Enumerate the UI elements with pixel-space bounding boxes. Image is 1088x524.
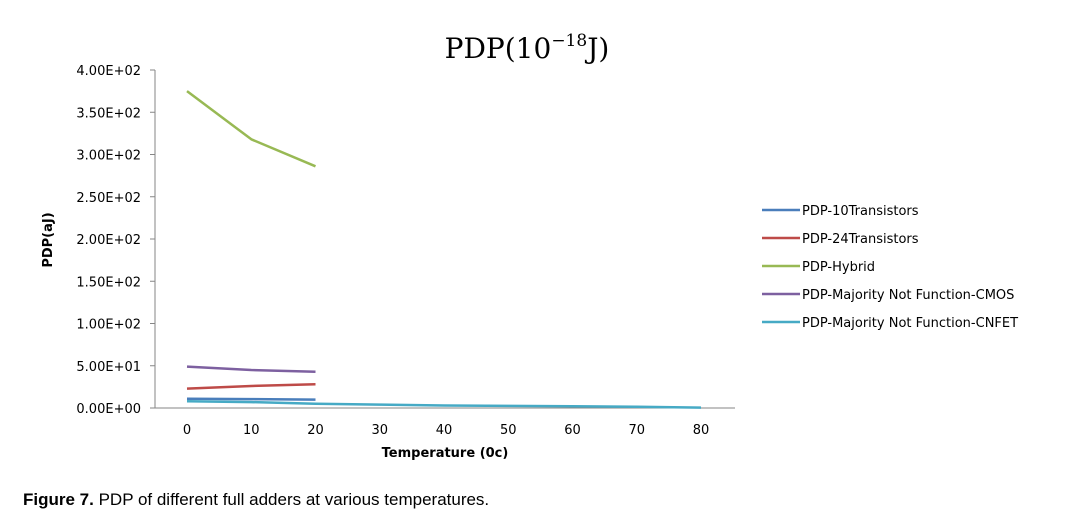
x-tick-labels: 0 10 20 30 40 50 60 70 80 [183,423,709,438]
series-line-4 [186,365,316,373]
x-tick-label: 80 [693,423,710,438]
x-tick-label: 70 [628,423,645,438]
y-tick-label: 3.50E+02 [76,106,141,121]
series-line-5 [186,399,702,409]
y-tick-label: 4.00E+02 [76,64,141,79]
legend-label: PDP-Majority Not Function-CMOS [802,288,1014,303]
x-tick-label: 50 [500,423,517,438]
y-axis-title: PDP(aJ) [41,212,56,267]
x-tick-label: 10 [243,423,260,438]
chart-title: PDP(10−18J) [445,31,610,65]
y-tick-label: 1.00E+02 [76,318,141,333]
y-tick-label: 5.00E+01 [76,360,141,375]
x-tick-label: 30 [371,423,388,438]
x-tick-label: 40 [436,423,453,438]
legend-label: PDP-Majority Not Function-CNFET [802,316,1018,331]
series-line-3 [186,90,316,168]
caption-text: PDP of different full adders at various … [93,490,490,509]
series-line-2 [186,383,316,390]
x-tick-label: 20 [307,423,324,438]
legend-label: PDP-24Transistors [802,232,919,247]
y-tick-label: 2.00E+02 [76,233,141,248]
series-line-1 [186,397,316,401]
y-tick-label: 3.00E+02 [76,149,141,164]
y-tick-label: 0.00E+00 [76,402,141,417]
caption-label: Figure 7. [23,490,94,509]
legend: PDP-10Transistors PDP-24Transistors PDP-Hy… [762,204,1018,331]
y-tick-label: 1.50E+02 [76,275,141,290]
x-tick-label: 0 [183,423,191,438]
legend-label: PDP-10Transistors [802,204,919,219]
y-tick-labels: 0.00E+00 5.00E+01 1.00E+02 1.50E+02 2.00E+02… [76,64,141,417]
axes [150,69,735,409]
x-tick-label: 60 [564,423,581,438]
series-lines [186,90,702,409]
y-tick-label: 2.50E+02 [76,191,141,206]
x-axis-title: Temperature (0c) [382,446,509,461]
legend-label: PDP-Hybrid [802,260,875,275]
figure-caption: Figure 7. PDP of different full adders a… [23,490,489,510]
